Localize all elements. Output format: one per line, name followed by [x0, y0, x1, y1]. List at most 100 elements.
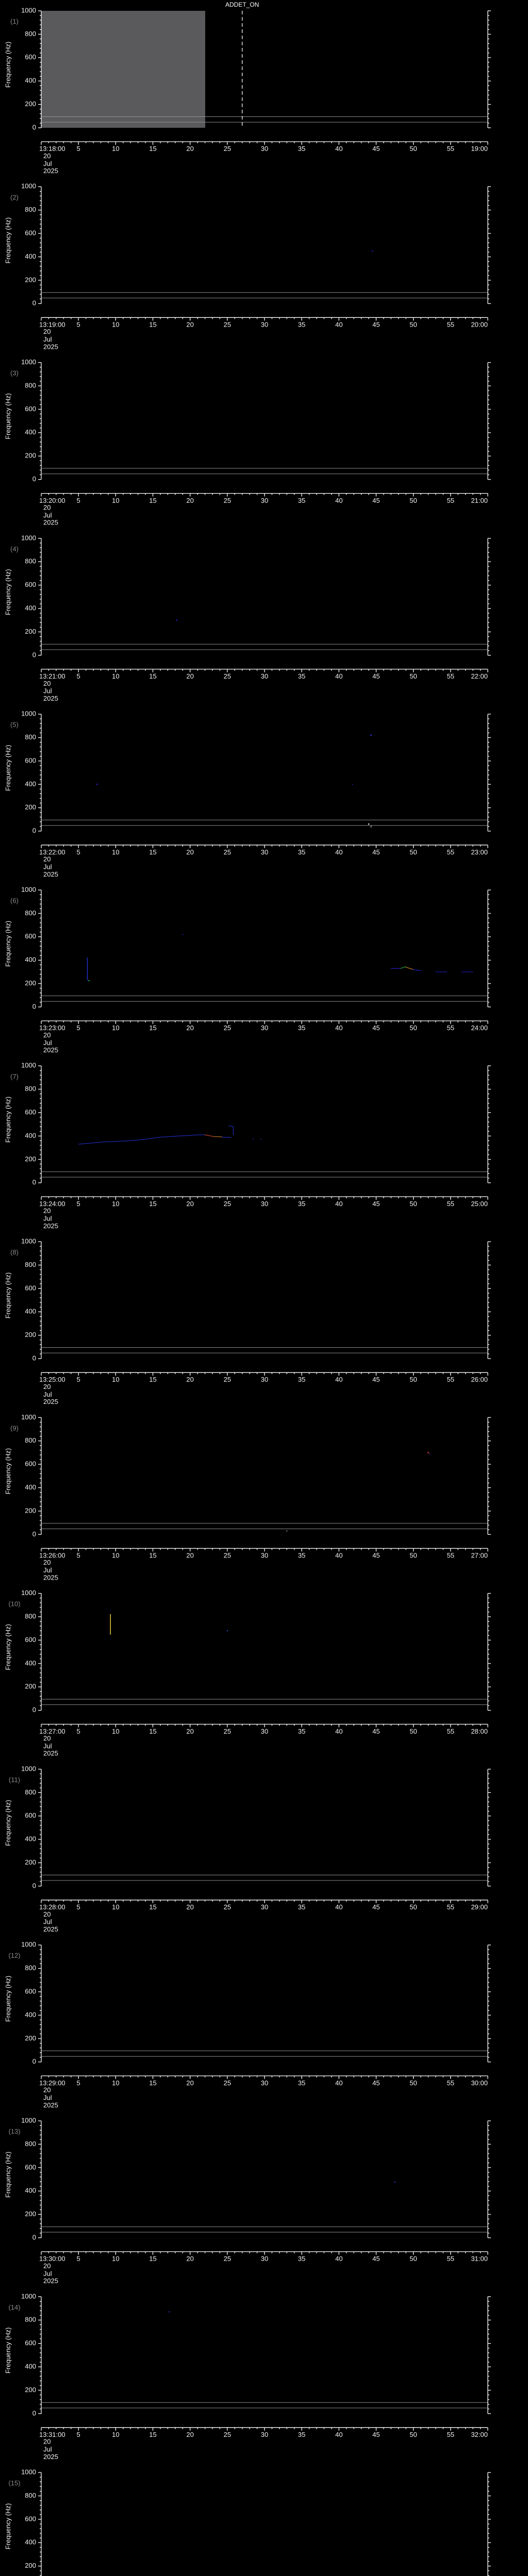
svg-text:45: 45 [372, 2431, 380, 2438]
svg-text:(5): (5) [10, 721, 19, 728]
svg-text:50: 50 [409, 848, 417, 856]
svg-text:5: 5 [77, 497, 80, 504]
svg-text:(13): (13) [8, 2128, 20, 2136]
svg-text:26:00: 26:00 [471, 1376, 488, 1383]
svg-text:Frequency (Hz): Frequency (Hz) [4, 745, 12, 791]
svg-text:600: 600 [25, 1460, 36, 1468]
svg-text:15: 15 [149, 1376, 156, 1383]
svg-text:40: 40 [335, 1727, 342, 1735]
svg-text:600: 600 [25, 2163, 36, 2171]
svg-text:25: 25 [224, 1024, 231, 1032]
svg-text:55: 55 [447, 1552, 454, 1560]
svg-text:2025: 2025 [43, 2453, 58, 2461]
svg-text:50: 50 [409, 2255, 417, 2263]
svg-text:0: 0 [32, 1354, 36, 1362]
svg-text:400: 400 [25, 1308, 36, 1315]
svg-text:600: 600 [25, 756, 36, 764]
svg-text:200: 200 [25, 2034, 36, 2042]
svg-text:2025: 2025 [43, 167, 58, 175]
svg-text:Frequency (Hz): Frequency (Hz) [4, 2327, 12, 2374]
svg-text:40: 40 [335, 1200, 342, 1208]
svg-text:45: 45 [372, 1200, 380, 1208]
svg-text:45: 45 [372, 848, 380, 856]
svg-text:10: 10 [112, 145, 119, 152]
svg-text:800: 800 [25, 2492, 36, 2499]
svg-text:35: 35 [298, 1727, 305, 1735]
svg-text:40: 40 [335, 2431, 342, 2438]
svg-text:20: 20 [43, 503, 51, 511]
svg-text:24:00: 24:00 [471, 1024, 488, 1032]
svg-text:15: 15 [149, 497, 156, 504]
svg-text:Jul: Jul [43, 1391, 52, 1398]
svg-text:Jul: Jul [43, 1918, 52, 1926]
svg-text:55: 55 [447, 497, 454, 504]
svg-text:Frequency (Hz): Frequency (Hz) [4, 569, 12, 616]
svg-text:600: 600 [25, 2515, 36, 2522]
svg-text:50: 50 [409, 1376, 417, 1383]
svg-text:15: 15 [149, 2255, 156, 2263]
svg-text:Frequency (Hz): Frequency (Hz) [4, 921, 12, 967]
svg-text:Frequency (Hz): Frequency (Hz) [4, 393, 12, 439]
svg-text:800: 800 [25, 2316, 36, 2324]
svg-text:400: 400 [25, 2362, 36, 2370]
svg-text:20: 20 [43, 1735, 51, 1742]
svg-text:800: 800 [25, 1612, 36, 1620]
svg-text:40: 40 [335, 1024, 342, 1032]
svg-text:2025: 2025 [43, 1573, 58, 1581]
svg-text:45: 45 [372, 1903, 380, 1911]
svg-text:23:00: 23:00 [471, 848, 488, 856]
svg-text:5: 5 [77, 2431, 80, 2438]
svg-text:5: 5 [77, 320, 80, 328]
svg-text:800: 800 [25, 2140, 36, 2147]
svg-text:30: 30 [261, 2255, 268, 2263]
svg-text:15: 15 [149, 1903, 156, 1911]
svg-text:Jul: Jul [43, 1039, 52, 1046]
svg-text:40: 40 [335, 2255, 342, 2263]
svg-text:50: 50 [409, 145, 417, 152]
svg-text:32:00: 32:00 [471, 2431, 488, 2438]
svg-text:1000: 1000 [21, 534, 36, 541]
svg-text:55: 55 [447, 848, 454, 856]
svg-text:30: 30 [261, 145, 268, 152]
svg-text:(7): (7) [10, 1073, 19, 1080]
svg-text:5: 5 [77, 2079, 80, 2087]
svg-text:2025: 2025 [43, 1750, 58, 1757]
svg-text:25: 25 [224, 2255, 231, 2263]
svg-text:Jul: Jul [43, 511, 52, 519]
svg-text:800: 800 [25, 733, 36, 741]
svg-text:15: 15 [149, 2431, 156, 2438]
svg-text:400: 400 [25, 428, 36, 436]
svg-text:Frequency (Hz): Frequency (Hz) [4, 1800, 12, 1846]
svg-text:15: 15 [149, 1727, 156, 1735]
svg-text:Frequency (Hz): Frequency (Hz) [4, 42, 12, 88]
svg-text:15: 15 [149, 2079, 156, 2087]
svg-text:25: 25 [224, 497, 231, 504]
svg-text:35: 35 [298, 1552, 305, 1560]
svg-text:2025: 2025 [43, 694, 58, 702]
svg-text:10: 10 [112, 497, 119, 504]
svg-text:0: 0 [32, 1003, 36, 1010]
svg-text:25: 25 [224, 672, 231, 680]
svg-text:45: 45 [372, 1024, 380, 1032]
svg-text:15: 15 [149, 848, 156, 856]
svg-text:5: 5 [77, 1903, 80, 1911]
svg-text:25: 25 [224, 1903, 231, 1911]
svg-text:200: 200 [25, 1683, 36, 1690]
svg-text:40: 40 [335, 145, 342, 152]
svg-text:Jul: Jul [43, 2094, 52, 2102]
svg-text:19:00: 19:00 [471, 145, 488, 152]
svg-text:28:00: 28:00 [471, 1727, 488, 1735]
svg-text:0: 0 [32, 1882, 36, 1889]
svg-text:25: 25 [224, 2431, 231, 2438]
svg-text:600: 600 [25, 2339, 36, 2347]
svg-text:40: 40 [335, 1376, 342, 1383]
svg-text:0: 0 [32, 2058, 36, 2065]
svg-text:25: 25 [224, 1376, 231, 1383]
svg-text:15: 15 [149, 145, 156, 152]
svg-text:2025: 2025 [43, 2277, 58, 2285]
svg-text:(11): (11) [9, 1776, 20, 1784]
svg-text:(15): (15) [8, 2479, 20, 2487]
svg-text:55: 55 [447, 1200, 454, 1208]
svg-text:20: 20 [186, 1024, 193, 1032]
svg-text:400: 400 [25, 1483, 36, 1491]
